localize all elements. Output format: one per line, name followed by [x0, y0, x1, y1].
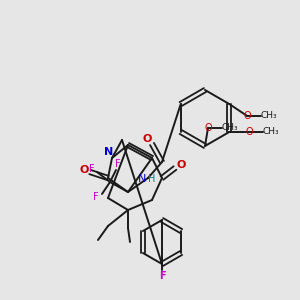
Text: F: F [115, 159, 121, 169]
Text: N: N [138, 174, 146, 184]
Text: O: O [79, 165, 89, 175]
Text: CH₃: CH₃ [261, 112, 278, 121]
Text: O: O [204, 123, 212, 133]
Text: N: N [104, 147, 114, 157]
Text: H: H [148, 174, 156, 184]
Text: CH₃: CH₃ [222, 124, 238, 133]
Text: F: F [89, 164, 95, 174]
Text: F: F [93, 192, 99, 202]
Text: CH₃: CH₃ [263, 128, 280, 136]
Text: O: O [243, 111, 251, 121]
Text: O: O [142, 134, 152, 144]
Text: O: O [176, 160, 186, 170]
Text: O: O [245, 127, 253, 137]
Text: F: F [159, 271, 165, 281]
